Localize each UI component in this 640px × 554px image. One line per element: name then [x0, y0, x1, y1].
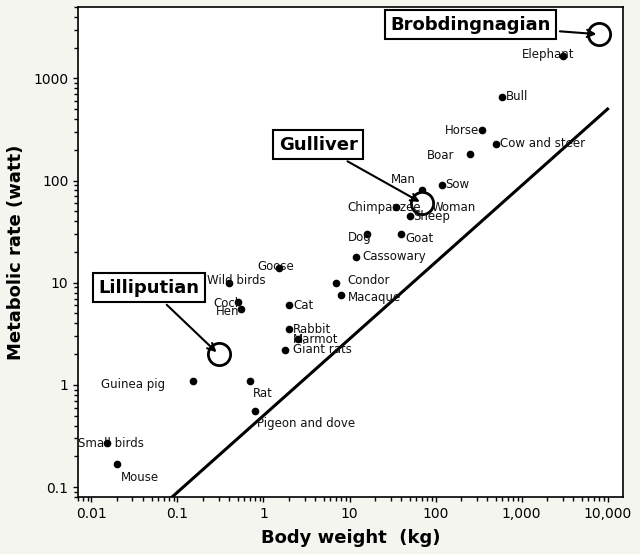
Text: Rabbit: Rabbit: [293, 323, 331, 336]
Text: Chimpanzee: Chimpanzee: [348, 201, 421, 214]
Text: Horse: Horse: [445, 124, 479, 137]
Text: Brobdingnagian: Brobdingnagian: [390, 16, 594, 37]
Text: Small birds: Small birds: [78, 437, 144, 449]
Text: Lilliputian: Lilliputian: [99, 279, 215, 351]
Text: Pigeon and dove: Pigeon and dove: [257, 418, 356, 430]
Text: Hen: Hen: [216, 305, 239, 318]
Text: Macaque: Macaque: [348, 291, 401, 304]
Text: Goat: Goat: [406, 232, 434, 245]
Text: Cow and steer: Cow and steer: [500, 137, 585, 150]
Text: Dog: Dog: [348, 230, 371, 244]
Text: Woman: Woman: [431, 202, 476, 214]
Text: Sheep: Sheep: [413, 211, 450, 223]
Text: Gulliver: Gulliver: [278, 136, 418, 201]
Text: Sow: Sow: [445, 178, 470, 191]
Y-axis label: Metabolic rate (watt): Metabolic rate (watt): [7, 144, 25, 360]
Text: Marmot: Marmot: [293, 333, 339, 346]
X-axis label: Body weight  (kg): Body weight (kg): [260, 529, 440, 547]
Text: Guinea pig: Guinea pig: [101, 378, 165, 392]
Text: Boar: Boar: [427, 149, 454, 162]
Text: Wild birds: Wild birds: [207, 274, 266, 287]
Text: Giant rats: Giant rats: [293, 343, 352, 356]
Text: Bull: Bull: [506, 90, 529, 102]
Text: Rat: Rat: [253, 387, 273, 400]
Text: Cock: Cock: [213, 297, 242, 310]
Text: Mouse: Mouse: [121, 470, 159, 484]
Text: Elephant: Elephant: [522, 48, 574, 61]
Text: Man: Man: [390, 173, 415, 186]
Text: Cat: Cat: [293, 299, 313, 312]
Text: Condor: Condor: [348, 274, 390, 287]
Text: Cassowary: Cassowary: [362, 250, 426, 263]
Text: Goose: Goose: [257, 260, 294, 273]
